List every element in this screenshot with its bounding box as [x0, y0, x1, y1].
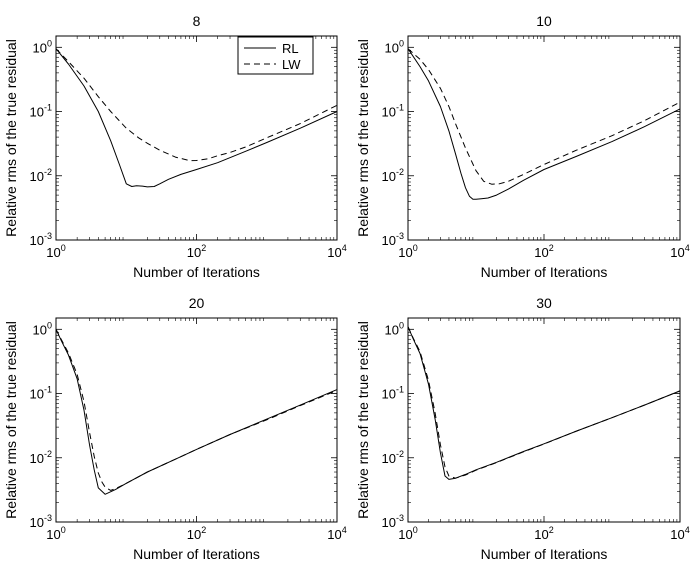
series-line-rl — [55, 48, 338, 188]
plot-frame — [55, 317, 338, 523]
x-tick-label: 104 — [327, 525, 346, 542]
y-tick-label: 10-2 — [382, 167, 404, 184]
y-axis-label: Relative rms of the true residual — [355, 39, 371, 237]
x-tick-label: 100 — [46, 525, 65, 542]
y-tick-label: 10-1 — [382, 385, 404, 402]
y-tick-label: 10-3 — [382, 231, 404, 248]
series-line-lw — [407, 326, 681, 479]
x-tick-label: 102 — [187, 525, 206, 542]
y-tick-label: 100 — [385, 320, 404, 337]
y-axis-label: Relative rms of the true residual — [3, 39, 19, 237]
y-tick-label: 10-2 — [30, 449, 52, 466]
series-line-lw — [407, 48, 681, 185]
plot-frame — [407, 35, 681, 241]
y-tick-label: 10-2 — [382, 449, 404, 466]
legend-label-lw: LW — [282, 57, 301, 72]
x-tick-label: 100 — [46, 243, 65, 260]
x-axis-label: Number of Iterations — [133, 546, 260, 562]
x-tick-label: 100 — [398, 525, 417, 542]
y-tick-label: 10-1 — [382, 103, 404, 120]
series-line-lw — [55, 48, 338, 162]
x-tick-label: 104 — [670, 243, 689, 260]
chart-title: 20 — [189, 295, 205, 311]
x-axis-label: Number of Iterations — [133, 264, 260, 280]
y-tick-label: 10-3 — [30, 513, 52, 530]
plot-frame — [407, 317, 681, 523]
x-tick-label: 104 — [327, 243, 346, 260]
x-tick-label: 104 — [670, 525, 689, 542]
x-tick-label: 102 — [534, 525, 553, 542]
legend-label-rl: RL — [282, 41, 299, 56]
x-tick-label: 102 — [534, 243, 553, 260]
y-tick-label: 10-3 — [30, 231, 52, 248]
legend-box — [237, 36, 314, 75]
panel-20: 100 102 104 10-3 10-2 10-1 100 20 Number of Iter… — [3, 295, 347, 562]
y-tick-label: 10-3 — [382, 513, 404, 530]
x-tick-label: 102 — [187, 243, 206, 260]
y-axis-label: Relative rms of the true residual — [355, 321, 371, 519]
panel-10: 100 102 104 10-3 10-2 10-1 100 10 Number of Iter… — [355, 13, 690, 280]
chart-title: 10 — [536, 13, 552, 29]
y-tick-label: 10-2 — [30, 167, 52, 184]
plot-frame — [55, 35, 338, 241]
y-tick-label: 10-1 — [30, 103, 52, 120]
chart-title: 8 — [193, 13, 201, 29]
y-tick-label: 100 — [33, 38, 52, 55]
y-tick-label: 100 — [33, 320, 52, 337]
y-axis-label: Relative rms of the true residual — [3, 321, 19, 519]
panel-8: 100 102 104 10-3 10-2 10-1 100 8 Number of Itera… — [3, 13, 347, 280]
y-tick-label: 10-1 — [30, 385, 52, 402]
x-axis-label: Number of Iterations — [481, 546, 608, 562]
x-axis-label: Number of Iterations — [481, 264, 608, 280]
panel-30: 100 102 104 10-3 10-2 10-1 100 30 Number of Iter… — [355, 295, 690, 562]
x-tick-label: 100 — [398, 243, 417, 260]
chart-title: 30 — [536, 295, 552, 311]
series-line-rl — [407, 48, 681, 200]
y-tick-label: 100 — [385, 38, 404, 55]
series-line-rl — [55, 329, 338, 495]
series-line-rl — [407, 326, 681, 480]
series-line-lw — [55, 329, 338, 491]
